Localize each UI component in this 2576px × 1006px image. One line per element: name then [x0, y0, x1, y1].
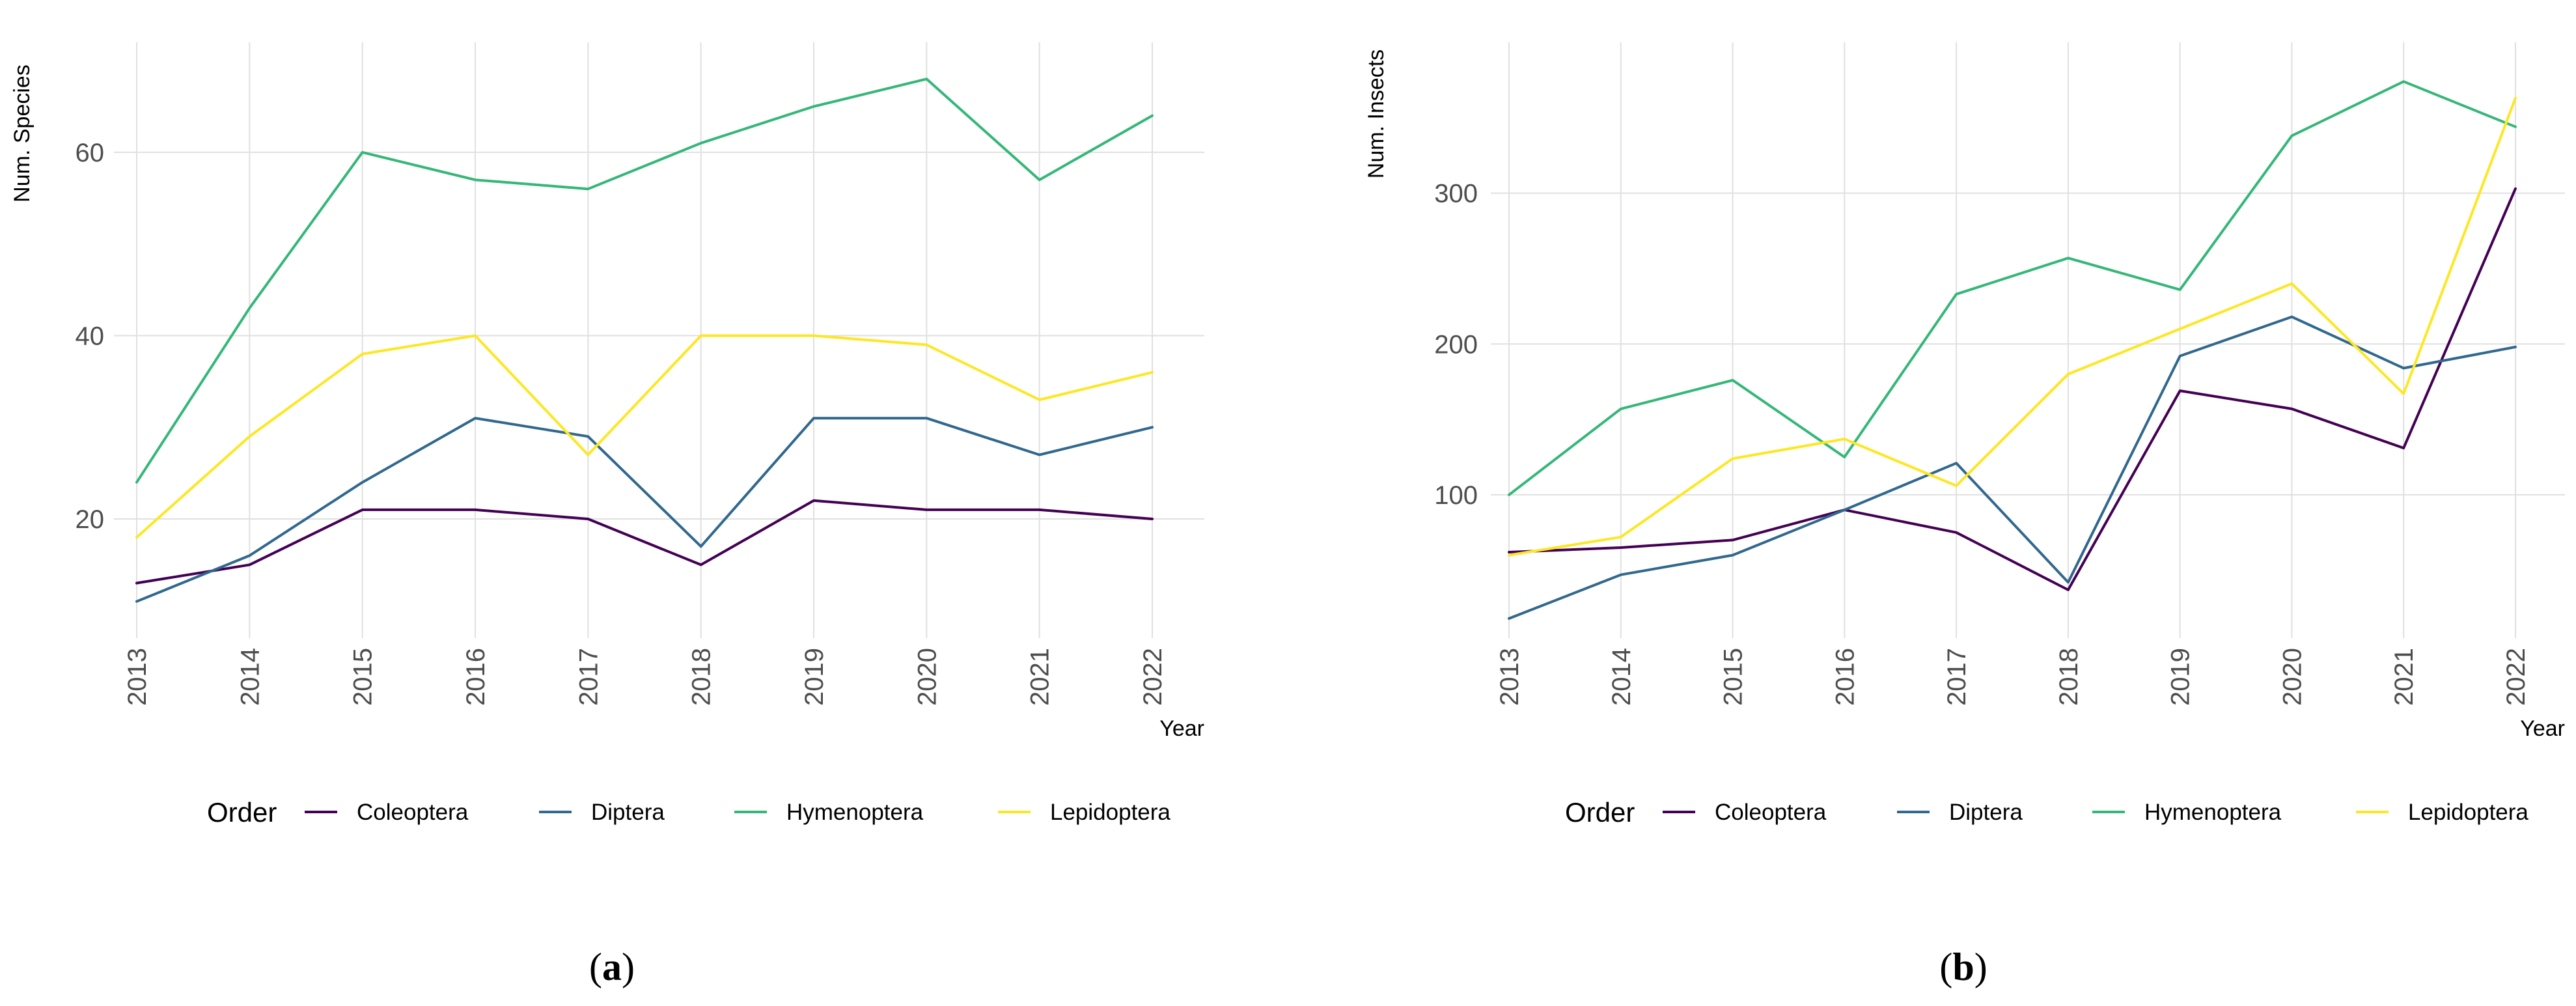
y-tick-label: 200: [1434, 330, 1478, 359]
y-axis-title-b: Num. Insects: [1364, 49, 1389, 178]
y-tick-label: 40: [76, 322, 105, 350]
x-tick-label: 2018: [687, 648, 716, 706]
x-ticks-a: 2013 2014 2015 2016 2017 2018 2019 2020 2021 2022: [123, 648, 1167, 706]
x-tick-label: 2019: [2167, 648, 2195, 706]
y-tick-label: 20: [76, 505, 105, 534]
x-tick-label: 2016: [1831, 648, 1859, 706]
series-line-lepidoptera-b: [1508, 96, 2517, 557]
y-ticks-b: 100 200 300: [1434, 180, 1478, 510]
panel-label-b: (b): [1939, 945, 1987, 988]
x-tick-label: 2021: [1026, 648, 1055, 706]
x-tick-label: 2020: [913, 648, 941, 706]
y-axis-title-a: Num. Species: [10, 64, 35, 203]
legend-label-diptera: Diptera: [1949, 800, 2023, 825]
series-b: [1508, 80, 2517, 620]
y-ticks-a: 20 40 60: [76, 139, 105, 534]
legend-label-lepidoptera: Lepidoptera: [1050, 800, 1170, 825]
grid-b: [1491, 42, 2565, 638]
y-tick-label: 60: [76, 139, 105, 167]
legend-a: Order Coleoptera Diptera Hymenoptera Lepidop…: [207, 797, 1170, 828]
legend-label-coleoptera: Coleoptera: [1715, 800, 1827, 825]
x-tick-label: 2022: [1139, 648, 1167, 706]
y-tick-label: 300: [1434, 180, 1478, 208]
x-tick-label: 2017: [1943, 648, 1971, 706]
series-line-hymenoptera-a: [135, 77, 1154, 484]
legend-label-lepidoptera: Lepidoptera: [2408, 800, 2528, 825]
x-tick-label: 2014: [1607, 648, 1636, 706]
x-tick-label: 2013: [123, 648, 152, 706]
legend-label-diptera: Diptera: [591, 800, 665, 825]
x-tick-label: 2020: [2278, 648, 2306, 706]
series-line-lepidoptera-a: [135, 334, 1154, 539]
x-axis-title-a: Year: [1159, 716, 1204, 741]
series-line-coleoptera-b: [1508, 187, 2517, 591]
legend-label-hymenoptera: Hymenoptera: [786, 800, 924, 825]
series-line-diptera-b: [1508, 315, 2517, 620]
x-tick-label: 2018: [2055, 648, 2083, 706]
series-line-diptera-a: [135, 417, 1154, 603]
x-ticks-b: 2013 2014 2015 2016 2017 2018 2019 2020 2021 2022: [1495, 648, 2530, 706]
x-axis-title-b: Year: [2520, 716, 2565, 741]
legend-title: Order: [207, 797, 277, 828]
x-tick-label: 2015: [1719, 648, 1748, 706]
legend-label-coleoptera: Coleoptera: [357, 800, 469, 825]
series-line-hymenoptera-b: [1508, 80, 2517, 496]
series-line-coleoptera-a: [135, 499, 1154, 585]
grid-a: [114, 42, 1204, 638]
legend-title: Order: [1565, 797, 1635, 828]
x-tick-label: 2016: [462, 648, 490, 706]
y-tick-label: 100: [1434, 481, 1478, 510]
legend-b: Order Coleoptera Diptera Hymenoptera Lepidop…: [1565, 797, 2528, 828]
series-a: [135, 77, 1154, 603]
x-tick-label: 2019: [800, 648, 829, 706]
x-tick-label: 2015: [349, 648, 378, 706]
x-tick-label: 2022: [2502, 648, 2530, 706]
x-tick-label: 2021: [2390, 648, 2418, 706]
panel-label-a: (a): [589, 945, 635, 988]
legend-label-hymenoptera: Hymenoptera: [2144, 800, 2282, 825]
x-tick-label: 2017: [574, 648, 603, 706]
x-tick-label: 2013: [1495, 648, 1524, 706]
x-tick-label: 2014: [236, 648, 264, 706]
